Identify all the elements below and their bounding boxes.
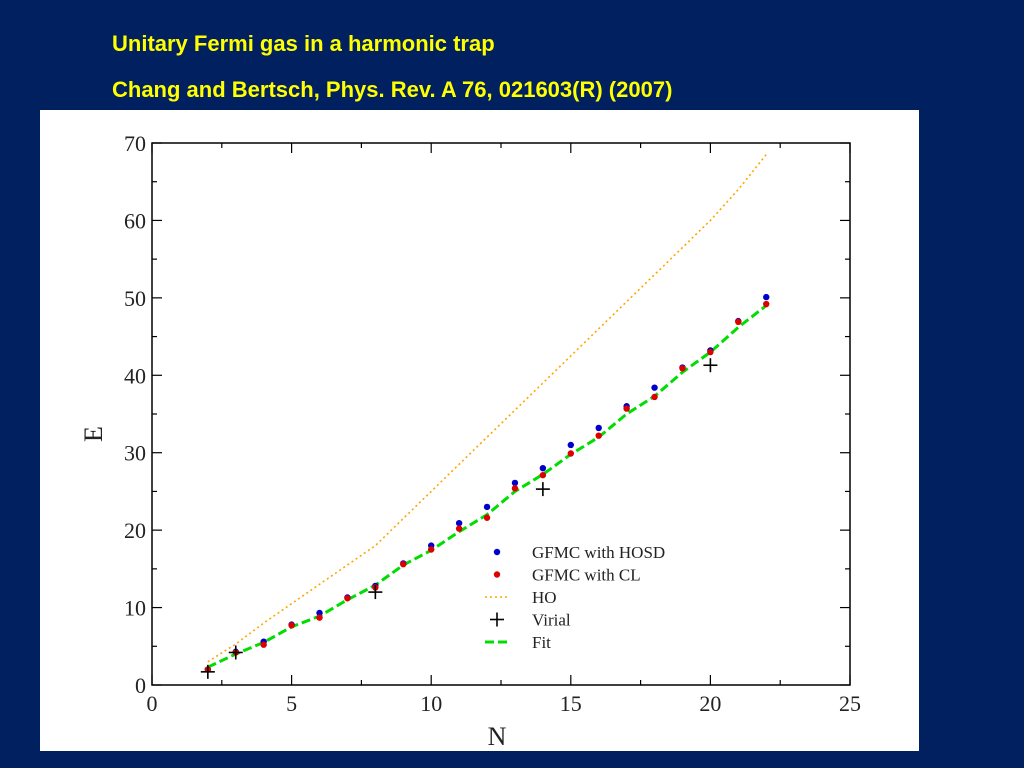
legend-item-gfmc-with-hosd: GFMC with HOSD <box>493 543 665 562</box>
series-layer <box>200 154 770 679</box>
data-point-virial <box>200 664 215 679</box>
data-point-gfmc-with-hosd <box>539 465 547 472</box>
y-tick-label: 60 <box>124 208 146 233</box>
x-tick-label: 5 <box>286 691 297 716</box>
legend-item-virial: Virial <box>490 611 571 630</box>
slide-title: Unitary Fermi gas in a harmonic trap <box>112 31 495 56</box>
data-point-gfmc-with-hosd <box>483 503 491 511</box>
plot-frame <box>151 142 851 686</box>
data-point-gfmc-with-cl <box>288 622 295 629</box>
data-point-gfmc-with-cl <box>595 432 602 439</box>
legend-item-ho: HO <box>485 588 557 607</box>
data-point-gfmc-with-cl <box>260 641 267 648</box>
series-virial <box>200 358 718 679</box>
figure-panel: 0 5 10 15 20 25 0 10 20 30 40 50 60 70 N E GFMC with … <box>40 110 919 751</box>
data-point-gfmc-with-cl <box>735 318 742 326</box>
series-line-fit <box>207 304 768 669</box>
data-point-gfmc-with-hosd <box>763 293 770 301</box>
legend-label: HO <box>532 588 557 607</box>
series-gfmc-with-cl <box>204 300 770 673</box>
x-tick-label: 15 <box>560 691 582 716</box>
data-point-gfmc-with-cl <box>707 348 714 356</box>
y-axis-title: E <box>79 426 108 442</box>
y-tick-label: 50 <box>124 286 146 311</box>
data-point-gfmc-with-cl <box>344 595 351 602</box>
data-point-gfmc-with-hosd <box>651 384 658 391</box>
y-tick-label: 0 <box>135 673 146 698</box>
data-point-virial <box>228 645 243 660</box>
series-fit <box>207 304 768 669</box>
legend-label: GFMC with HOSD <box>532 543 665 562</box>
data-point-virial <box>368 585 383 600</box>
axis-ticks: 0 5 10 15 20 25 0 10 20 30 40 50 60 70 <box>124 131 861 716</box>
data-point-gfmc-with-cl <box>511 485 519 492</box>
energy-vs-n-chart: 0 5 10 15 20 25 0 10 20 30 40 50 60 70 N E GFMC with … <box>79 131 861 751</box>
slide-subtitle: Chang and Bertsch, Phys. Rev. A 76, 0216… <box>112 77 673 102</box>
series-gfmc-with-hosd <box>204 293 770 673</box>
legend-label: Virial <box>532 611 571 630</box>
legend-label: GFMC with CL <box>532 566 641 585</box>
y-tick-label: 40 <box>124 363 146 388</box>
data-point-gfmc-with-hosd <box>455 519 463 527</box>
data-point-gfmc-with-hosd <box>595 424 602 432</box>
x-tick-label: 0 <box>147 691 158 716</box>
data-point-gfmc-with-cl <box>483 514 491 521</box>
data-point-virial <box>535 482 550 497</box>
data-point-gfmc-with-cl <box>679 365 686 372</box>
series-ho <box>207 154 767 663</box>
x-tick-label: 25 <box>839 691 861 716</box>
data-point-gfmc-with-cl <box>623 405 630 412</box>
data-point-gfmc-with-cl <box>539 471 547 479</box>
y-tick-label: 10 <box>124 596 146 621</box>
x-tick-label: 10 <box>420 691 442 716</box>
data-point-gfmc-with-hosd <box>511 479 519 487</box>
data-point-gfmc-with-cl <box>455 525 463 532</box>
series-line-ho <box>207 154 767 663</box>
y-tick-label: 70 <box>124 131 146 156</box>
data-point-gfmc-with-cl <box>763 300 770 308</box>
y-tick-label: 30 <box>124 441 146 466</box>
data-point-gfmc-with-cl <box>316 614 323 621</box>
data-point-virial <box>703 358 718 373</box>
chart-legend: GFMC with HOSD GFMC with CL HO Virial Fit <box>485 543 665 652</box>
x-tick-label: 20 <box>699 691 721 716</box>
legend-swatch <box>493 548 501 556</box>
legend-swatch <box>493 571 501 578</box>
data-point-gfmc-with-cl <box>567 450 574 457</box>
legend-swatch <box>490 612 504 627</box>
y-tick-label: 20 <box>124 518 146 543</box>
data-point-gfmc-with-cl <box>428 546 435 553</box>
legend-item-gfmc-with-cl: GFMC with CL <box>493 566 641 585</box>
data-point-gfmc-with-hosd <box>316 609 323 617</box>
legend-item-fit: Fit <box>485 633 551 652</box>
data-point-gfmc-with-cl <box>400 561 407 568</box>
data-point-gfmc-with-hosd <box>567 441 574 449</box>
data-point-gfmc-with-cl <box>651 393 658 401</box>
x-axis-title: N <box>488 722 507 751</box>
legend-label: Fit <box>532 633 551 652</box>
